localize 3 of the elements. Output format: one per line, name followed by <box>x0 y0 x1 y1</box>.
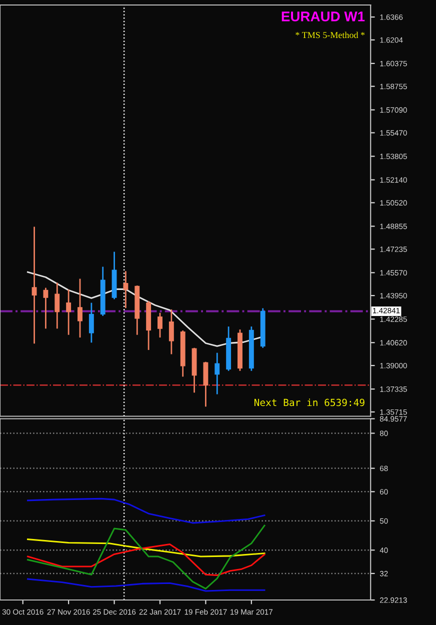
text: * TMS 5-Method * <box>296 32 365 38</box>
annotation: Next Bar in 6539:49 <box>254 398 364 406</box>
chart-title: EURAUD W1 <box>282 12 365 22</box>
